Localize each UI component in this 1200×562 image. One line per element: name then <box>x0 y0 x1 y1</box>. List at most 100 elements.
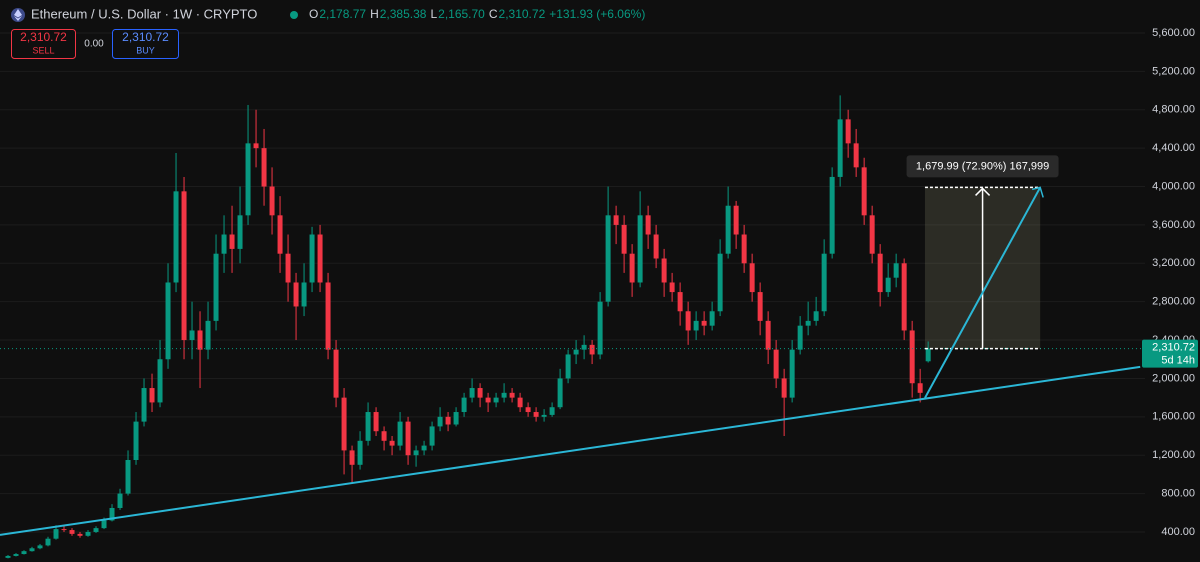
candle-body <box>557 378 563 408</box>
candle-body <box>645 215 651 235</box>
candle-body <box>781 378 787 398</box>
candle-body <box>757 292 763 321</box>
ohlc-key: C <box>489 7 498 21</box>
buy-button[interactable] <box>112 29 179 59</box>
last-price-tag <box>1142 339 1198 368</box>
candle-body <box>349 450 355 465</box>
countdown-label: 5d 14h <box>1161 355 1195 367</box>
candle-body <box>125 460 131 494</box>
candle-body <box>693 320 699 331</box>
candle-body <box>445 416 451 425</box>
candle-body <box>189 330 195 341</box>
candle-body <box>141 388 147 422</box>
candle-body <box>549 407 555 415</box>
candle-body <box>589 344 595 355</box>
candle-body <box>877 253 883 293</box>
candle-body <box>789 349 795 398</box>
ohlc-key: L <box>430 7 437 21</box>
buy-label: BUY <box>136 45 155 55</box>
candle-body <box>13 554 19 556</box>
ohlc-value: 2,385.38 <box>380 7 427 21</box>
candle-body <box>853 143 859 168</box>
candle-body <box>365 412 371 441</box>
candle-body <box>741 234 747 264</box>
y-tick-label: 3,600.00 <box>1152 219 1195 231</box>
sell-button[interactable] <box>11 29 76 59</box>
candle-body <box>773 349 779 379</box>
candle-body <box>541 414 547 417</box>
symbol-icon-glyph <box>14 9 22 21</box>
candle-body <box>621 224 627 254</box>
y-tick-label: 2,000.00 <box>1152 372 1195 384</box>
candle-body <box>901 263 907 331</box>
candle-body <box>117 493 123 508</box>
candle-body <box>765 320 771 350</box>
candle-body <box>261 148 267 187</box>
market-status <box>290 11 298 19</box>
candle-body <box>709 311 715 326</box>
symbol-title[interactable]: Ethereum / U.S. Dollar · 1W · CRYPTO <box>31 6 257 21</box>
candle-body <box>797 325 803 350</box>
candle-body <box>157 359 163 403</box>
candle-body <box>397 421 403 446</box>
candle-body <box>597 301 603 355</box>
candle-body <box>493 397 499 403</box>
candle-body <box>717 253 723 312</box>
candle-body <box>725 205 731 254</box>
projection-arrowhead <box>1031 186 1044 198</box>
candle-body <box>69 530 75 534</box>
y-tick-label: 4,800.00 <box>1152 104 1195 116</box>
candle-body <box>133 421 139 461</box>
candle-body <box>685 311 691 331</box>
candle-body <box>461 397 467 413</box>
candle-body <box>109 507 115 521</box>
y-tick-label: 4,000.00 <box>1152 180 1195 192</box>
candle-body <box>653 234 659 259</box>
candle-body <box>29 548 35 552</box>
projection-line <box>924 186 1042 399</box>
ohlc-value: 2,165.70 <box>438 7 485 21</box>
ohlc-change: +131.93 (+6.06%) <box>549 7 645 21</box>
candle-body <box>253 143 259 149</box>
ohlc-key: H <box>370 7 379 21</box>
candle-body <box>205 320 211 350</box>
candle-body <box>5 555 11 558</box>
candle-body <box>325 282 331 350</box>
candle-body <box>565 354 571 379</box>
candle-body <box>525 407 531 413</box>
candle-body <box>637 215 643 283</box>
candle-body <box>501 392 507 398</box>
y-tick-label: 1,600.00 <box>1152 411 1195 423</box>
candle-body <box>733 205 739 235</box>
candle-body <box>749 263 755 293</box>
candle-body <box>925 348 931 362</box>
measure-label: 1,679.99 (72.90%) 167,999 <box>916 160 1049 172</box>
measure-arrowhead <box>975 187 991 196</box>
candle-body <box>893 263 899 278</box>
candle-body <box>53 529 59 539</box>
sell-label: SELL <box>32 45 54 55</box>
candle-body <box>661 258 667 283</box>
price-axis-panel <box>1145 0 1200 562</box>
buy-price: 2,310.72 <box>122 30 169 44</box>
candle-body <box>469 388 475 398</box>
y-tick-label: 1,200.00 <box>1152 449 1195 461</box>
candle-body <box>85 531 91 536</box>
plot: 1,679.99 (72.90%) 167,999 <box>0 95 1145 559</box>
candle-body <box>701 320 707 326</box>
ohlc-value: 2,178.77 <box>319 7 366 21</box>
candle-body <box>829 176 835 254</box>
candle-body <box>389 440 395 446</box>
candle-body <box>405 421 411 456</box>
candle-body <box>277 215 283 254</box>
y-tick-label: 5,600.00 <box>1152 27 1195 39</box>
candle-body <box>237 215 243 249</box>
candle-body <box>229 234 235 249</box>
candle-body <box>149 388 155 403</box>
candle-body <box>813 311 819 321</box>
candle-body <box>517 397 523 408</box>
candle-body <box>805 320 811 326</box>
spread: 0.00 <box>84 39 104 50</box>
candle-body <box>317 234 323 283</box>
candle-body <box>173 191 179 283</box>
